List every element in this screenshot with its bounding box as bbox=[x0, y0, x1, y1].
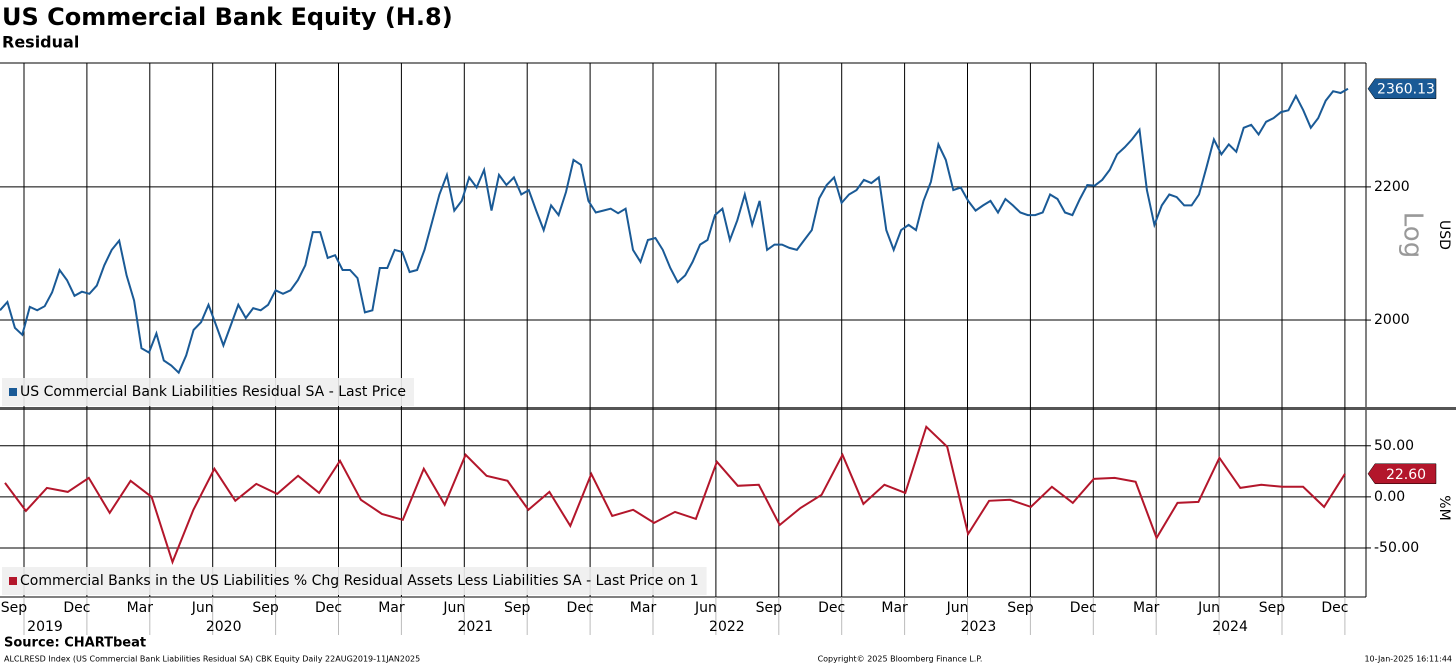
y-tick-label: 50.00 bbox=[1374, 438, 1414, 454]
x-year-label: 2019 bbox=[27, 619, 63, 635]
legend-background bbox=[2, 378, 414, 406]
y-tick-label: -50.00 bbox=[1374, 540, 1419, 556]
x-tick-label: Dec bbox=[818, 600, 845, 616]
source: Source: CHARTbeat bbox=[4, 636, 146, 651]
x-year-label: 2020 bbox=[206, 619, 242, 635]
x-tick-label: Mar bbox=[127, 600, 154, 616]
y-tick-label: 2000 bbox=[1374, 312, 1410, 328]
chart-title: US Commercial Bank Equity (H.8) bbox=[2, 3, 453, 31]
x-tick-label: Dec bbox=[315, 600, 342, 616]
y-axis-label: USD bbox=[1436, 220, 1452, 250]
x-tick-label: Jun bbox=[191, 600, 214, 616]
y-tick-label: 0.00 bbox=[1374, 489, 1405, 505]
y-tick-label: 2200 bbox=[1374, 179, 1410, 195]
x-tick-label: Mar bbox=[1133, 600, 1160, 616]
series-line bbox=[4, 424, 1346, 565]
x-tick-label: Dec bbox=[63, 600, 90, 616]
x-tick-label: Jun bbox=[442, 600, 465, 616]
panel-separator bbox=[0, 407, 1456, 410]
log-label: Log bbox=[1398, 212, 1428, 258]
x-tick-label: Sep bbox=[252, 600, 279, 616]
x-year-label: 2022 bbox=[709, 619, 745, 635]
x-tick-label: Jun bbox=[694, 600, 717, 616]
chart-subtitle: Residual bbox=[2, 33, 79, 52]
x-tick-label: Jun bbox=[1197, 600, 1220, 616]
y-axis-label: %M bbox=[1436, 495, 1452, 520]
series-line bbox=[0, 87, 1349, 375]
x-tick-label: Sep bbox=[504, 600, 531, 616]
x-tick-label: Dec bbox=[1321, 600, 1348, 616]
last-value-label: 22.60 bbox=[1386, 467, 1426, 483]
legend-label: Commercial Banks in the US Liabilities %… bbox=[20, 573, 699, 589]
x-tick-label: Sep bbox=[1259, 600, 1286, 616]
x-year-label: 2023 bbox=[961, 619, 997, 635]
legend-swatch bbox=[9, 577, 17, 585]
footer-description: ALCLRESD Index (US Commercial Bank Liabi… bbox=[4, 655, 420, 664]
x-tick-label: Sep bbox=[1007, 600, 1034, 616]
x-year-label: 2024 bbox=[1212, 619, 1248, 635]
last-value-badge bbox=[1367, 463, 1437, 485]
last-value-badge bbox=[1367, 78, 1437, 99]
last-value-label: 2360.13 bbox=[1377, 82, 1435, 98]
legend: US Commercial Bank Liabilities Residual … bbox=[2, 378, 414, 406]
x-tick-label: Sep bbox=[1, 600, 28, 616]
x-year-label: 2021 bbox=[457, 619, 493, 635]
x-tick-label: Dec bbox=[1070, 600, 1097, 616]
legend-background bbox=[2, 567, 707, 595]
x-tick-label: Sep bbox=[756, 600, 783, 616]
timestamp: 10-Jan-2025 16:11:44 bbox=[1364, 655, 1452, 664]
legend-swatch bbox=[9, 388, 17, 396]
x-tick-label: Jun bbox=[946, 600, 969, 616]
copyright: Copyright© 2025 Bloomberg Finance L.P. bbox=[818, 655, 983, 664]
x-tick-label: Mar bbox=[378, 600, 405, 616]
x-tick-label: Mar bbox=[881, 600, 908, 616]
x-tick-label: Mar bbox=[630, 600, 657, 616]
legend: Commercial Banks in the US Liabilities %… bbox=[2, 567, 707, 595]
x-tick-label: Dec bbox=[567, 600, 594, 616]
legend-label: US Commercial Bank Liabilities Residual … bbox=[20, 384, 406, 400]
